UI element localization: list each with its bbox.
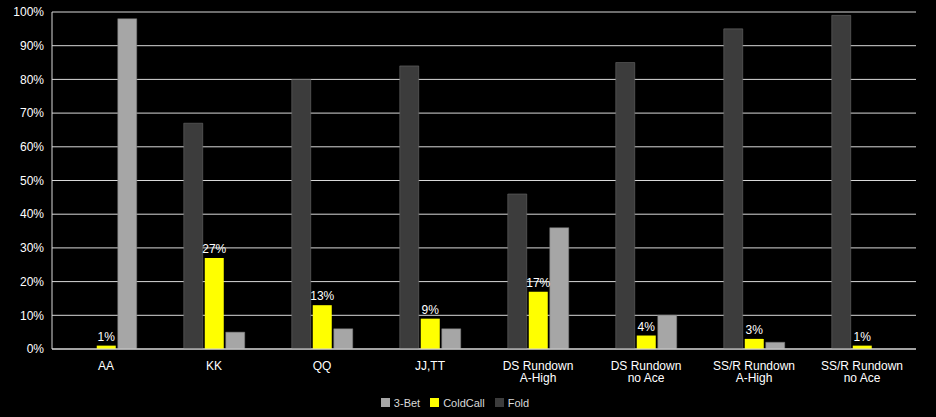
svg-text:50%: 50% bbox=[20, 174, 44, 188]
html-text:Fold: Fold bbox=[507, 397, 530, 409]
svg-text:0%: 0% bbox=[27, 342, 45, 356]
svg-text:DS Rundownno Ace: DS Rundownno Ace bbox=[611, 359, 682, 385]
svg-text:SS/R RundownA-High: SS/R RundownA-High bbox=[713, 359, 795, 385]
svg-text:17%: 17% bbox=[526, 276, 550, 290]
svg-text:10%: 10% bbox=[20, 309, 44, 323]
svg-text:30%: 30% bbox=[20, 241, 44, 255]
html-text:3-Bet: 3-Bet bbox=[393, 397, 421, 409]
svg-text:1%: 1% bbox=[98, 330, 116, 344]
svg-text:9%: 9% bbox=[422, 303, 440, 317]
svg-text:70%: 70% bbox=[20, 106, 44, 120]
html-text:ColdCall: ColdCall bbox=[443, 397, 485, 409]
svg-text:1%: 1% bbox=[854, 330, 872, 344]
svg-text:60%: 60% bbox=[20, 140, 44, 154]
svg-text:DS RundownA-High: DS RundownA-High bbox=[503, 359, 574, 385]
svg-text:KK: KK bbox=[206, 359, 222, 373]
svg-text:3%: 3% bbox=[746, 323, 764, 337]
svg-text:QQ: QQ bbox=[313, 359, 332, 373]
svg-text:20%: 20% bbox=[20, 275, 44, 289]
svg-text:80%: 80% bbox=[20, 73, 44, 87]
svg-text:40%: 40% bbox=[20, 207, 44, 221]
svg-text:JJ,TT: JJ,TT bbox=[415, 359, 446, 373]
svg-text:27%: 27% bbox=[202, 242, 226, 256]
svg-text:SS/R Rundownno Ace: SS/R Rundownno Ace bbox=[821, 359, 903, 385]
svg-text:4%: 4% bbox=[638, 320, 656, 334]
svg-text:13%: 13% bbox=[310, 289, 334, 303]
svg-text:AA: AA bbox=[98, 359, 114, 373]
svg-text:90%: 90% bbox=[20, 39, 44, 53]
svg-text:100%: 100% bbox=[13, 5, 44, 19]
